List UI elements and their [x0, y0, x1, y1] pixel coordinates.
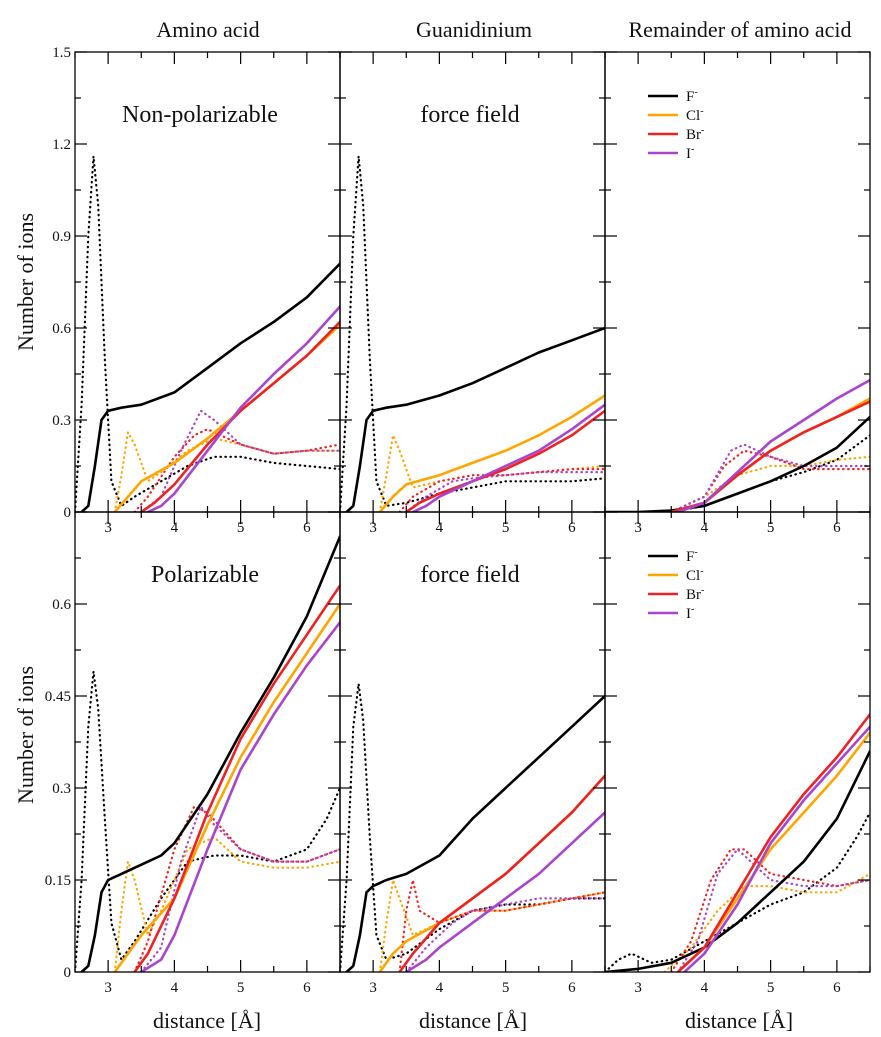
y-tick-label: 0.3	[52, 781, 71, 797]
legend-top: F-Cl-Br-I-	[648, 87, 704, 162]
legend-label-br: Br-	[686, 125, 704, 143]
y-tick-label: 0	[64, 965, 72, 981]
x-tick-label: 4	[701, 980, 709, 996]
x-tick-label: 4	[436, 980, 444, 996]
legend-label-i: I-	[686, 604, 694, 622]
panel-frame	[605, 52, 870, 512]
y-axis-label-top: Number of ions	[13, 213, 38, 351]
x-tick-label: 5	[237, 980, 245, 996]
series-Br-solid	[400, 776, 605, 972]
series-Br-dotted	[671, 849, 870, 972]
y-tick-label: 0.45	[45, 689, 71, 705]
x-tick-label: 3	[104, 980, 112, 996]
series-I-dotted	[141, 806, 340, 972]
x-axis-label-middle: distance [Å]	[419, 1008, 527, 1033]
series-F-dotted	[75, 156, 340, 512]
series-Cl-solid	[380, 776, 605, 972]
x-tick-label: 5	[767, 980, 775, 996]
series-Br-solid	[678, 714, 870, 972]
series-I-solid	[406, 813, 605, 973]
legend-label-f: F-	[686, 547, 698, 565]
series-Cl-solid	[678, 733, 870, 972]
panels: 345600.30.60.91.21.534563456345600.150.3…	[45, 45, 870, 996]
column-title-guanidinium: Guanidinium	[416, 17, 532, 42]
y-tick-label: 0.15	[45, 873, 71, 889]
series-group	[605, 714, 870, 972]
y-tick-label: 0.3	[52, 413, 71, 429]
legend-label-i: I-	[686, 144, 694, 162]
label-force-field-top: force field	[420, 102, 519, 128]
series-F-solid	[605, 417, 870, 512]
x-tick-label: 6	[568, 980, 576, 996]
y-tick-label: 1.5	[52, 45, 71, 61]
legend-label-cl: Cl-	[686, 106, 704, 124]
y-axis-label-bottom: Number of ions	[13, 666, 38, 804]
series-F-solid	[82, 537, 340, 973]
legend-label-f: F-	[686, 87, 698, 105]
series-group	[340, 156, 605, 512]
series-F-solid	[82, 264, 340, 512]
panel-1-2: 3 4 5 6	[605, 512, 870, 996]
legend-label-br: Br-	[686, 585, 704, 603]
series-F-dotted	[340, 684, 605, 972]
x-axis-label-right: distance [Å]	[685, 1008, 793, 1033]
y-tick-label: 0	[64, 505, 72, 521]
y-tick-label: 0.6	[52, 597, 71, 613]
legend-bottom: F-Cl-Br-I-	[648, 547, 704, 622]
series-Br-dotted	[135, 806, 340, 972]
x-tick-label: 5	[502, 980, 510, 996]
series-I-dotted	[678, 849, 870, 972]
label-polarizable: Polarizable	[151, 562, 259, 588]
series-group	[340, 684, 605, 972]
series-I-solid	[141, 622, 340, 972]
legend-label-cl: Cl-	[686, 566, 704, 584]
series-I-solid	[413, 405, 605, 512]
panel-0-2: 3456	[605, 52, 870, 536]
x-tick-label: 6	[833, 980, 841, 996]
series-F-solid	[347, 696, 605, 972]
label-force-field-bottom: force field	[420, 562, 519, 588]
series-F-dotted	[75, 672, 340, 973]
x-tick-label: 3	[369, 980, 377, 996]
x-tick-label: 3	[634, 980, 642, 996]
series-F-dotted	[340, 156, 605, 512]
x-tick-label: 6	[303, 980, 311, 996]
label-non-polarizable: Non-polarizable	[122, 102, 278, 128]
column-title-remainder: Remainder of amino acid	[629, 17, 852, 42]
y-tick-label: 0.9	[52, 229, 71, 245]
x-tick-label: 4	[171, 980, 179, 996]
column-title-amino-acid: Amino acid	[156, 17, 259, 42]
series-Br-solid	[141, 322, 340, 512]
series-group	[75, 537, 340, 973]
series-Cl-solid	[115, 604, 340, 972]
y-tick-label: 0.6	[52, 321, 71, 337]
series-group	[75, 156, 340, 512]
x-axis-label-left: distance [Å]	[153, 1008, 261, 1033]
series-Cl-solid	[380, 396, 605, 513]
series-Cl-dotted	[380, 880, 605, 972]
series-Br-dotted	[400, 880, 605, 972]
series-Br-dotted	[135, 429, 340, 512]
y-tick-label: 1.2	[52, 137, 71, 153]
series-Cl-dotted	[115, 432, 340, 512]
series-group	[605, 380, 870, 512]
